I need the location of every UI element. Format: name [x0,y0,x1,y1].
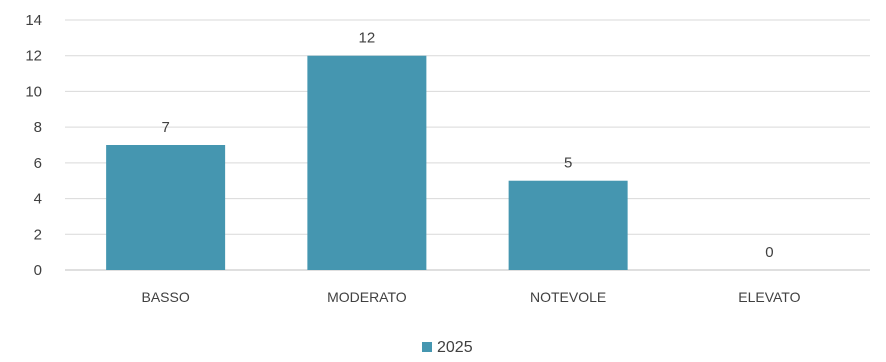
data-label: 0 [765,244,773,261]
x-category-label: ELEVATO [738,289,800,305]
y-tick-label: 8 [34,119,42,136]
bars [106,55,628,270]
data-label: 12 [359,30,376,47]
x-category-label: MODERATO [327,289,407,305]
y-tick-label: 10 [25,83,42,100]
y-tick-label: 12 [25,48,42,65]
y-axis-ticks: 0 2 4 6 8 10 12 14 [25,12,42,279]
legend: 2025 [422,339,473,356]
y-tick-label: 14 [25,12,42,29]
x-axis-categories: BASSO MODERATO NOTEVOLE ELEVATO [142,289,801,305]
data-labels: 7 12 5 0 [161,30,773,261]
y-tick-label: 4 [34,191,42,208]
x-category-label: BASSO [142,289,190,305]
legend-swatch [422,342,432,352]
data-label: 7 [161,119,169,136]
y-tick-label: 2 [34,226,42,243]
data-label: 5 [564,155,572,172]
bar [508,180,628,270]
bar [106,145,226,270]
legend-label: 2025 [437,339,473,356]
bar [307,55,427,270]
y-tick-label: 0 [34,262,42,279]
y-tick-label: 6 [34,155,42,172]
x-category-label: NOTEVOLE [530,289,606,305]
